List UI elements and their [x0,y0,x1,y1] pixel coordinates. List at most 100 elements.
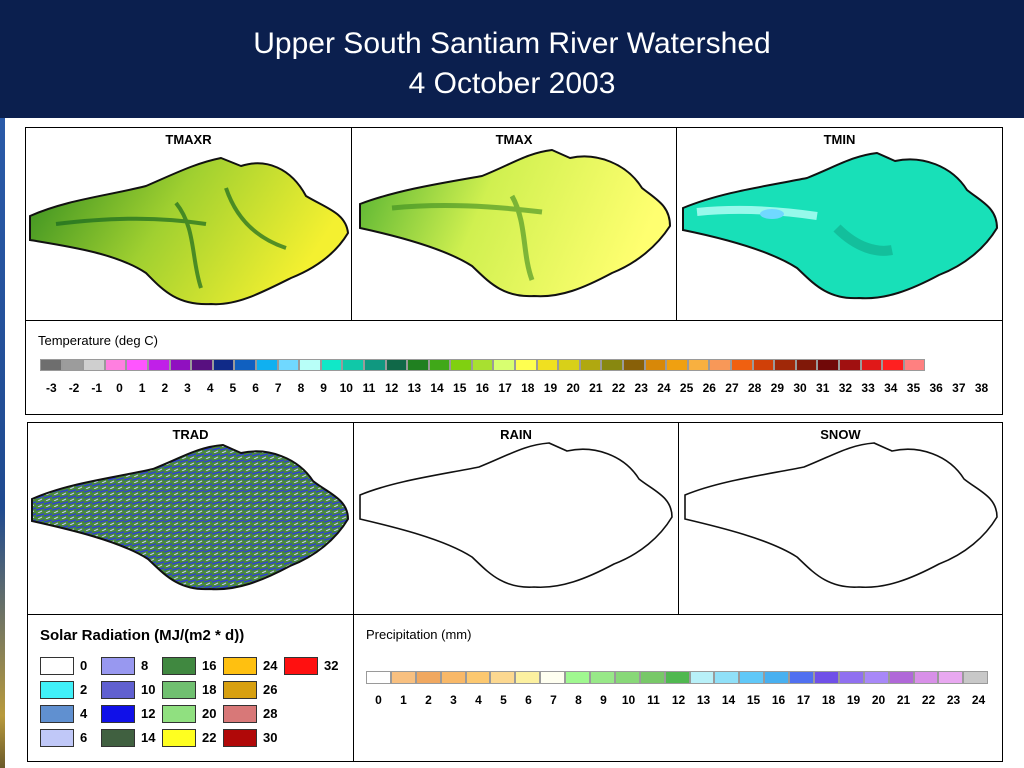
temperature-swatch [579,359,602,371]
solar-swatch [223,681,257,699]
precipitation-label: 3 [450,693,457,707]
precipitation-swatch [565,671,591,684]
precipitation-label: 13 [696,693,711,707]
temperature-swatch [731,359,753,371]
solar-swatch [162,705,196,723]
temperature-label: 26 [702,381,716,395]
temperature-swatch [407,359,429,371]
precipitation-swatch [664,671,690,684]
temperature-label: 8 [297,381,305,395]
precipitation-color-scale [366,671,989,684]
precipitation-label: 0 [375,693,382,707]
temperature-swatch [104,359,127,371]
solar-swatch [162,681,196,699]
temperature-swatch [277,359,300,371]
precipitation-swatch [838,671,864,684]
temperature-label: 29 [770,381,785,395]
precipitation-label: 17 [796,693,811,707]
temperature-swatch [838,359,861,371]
solar-label: 20 [202,706,217,721]
temperature-label: 32 [838,381,853,395]
temperature-swatch [536,359,559,371]
temperature-swatch [493,359,516,371]
temperature-label: 27 [725,381,739,395]
solar-swatch [162,657,196,675]
temperature-label: 38 [974,381,989,395]
precipitation-label: 15 [746,693,761,707]
precipitation-label: 20 [871,693,886,707]
temperature-label: 16 [475,381,490,395]
solar-swatch [162,729,196,747]
solar-label: 22 [202,730,217,745]
watershed-map-trad [31,443,350,591]
temperature-label: 31 [816,381,830,395]
precipitation-label: 14 [721,693,736,707]
precipitation-swatch [963,671,989,684]
page-subtitle: 4 October 2003 [408,67,616,100]
temperature-label: 11 [362,381,376,395]
temperature-label: 6 [252,381,259,395]
map-title: SNOW [820,427,861,442]
watershed-map-snow [684,442,998,589]
map-panel-tmax: TMAX [351,127,677,322]
temperature-label: 5 [229,381,237,395]
precipitation-swatch [614,671,640,684]
temperature-swatch [687,359,710,371]
temperature-label: 12 [384,381,399,395]
temperature-label: 28 [747,381,762,395]
map-title: TRAD [172,427,209,442]
temperature-swatch [817,359,839,371]
precipitation-label: 23 [946,693,961,707]
temperature-label: 14 [430,381,444,395]
precipitation-swatch [689,671,715,684]
temperature-swatch [601,359,624,371]
solar-label: 16 [202,658,217,673]
map-panel-snow: SNOW [678,422,1003,615]
temperature-label: -1 [91,381,103,395]
temperature-label: 24 [657,381,671,395]
solar-label: 18 [202,682,217,697]
precipitation-swatch [888,671,914,684]
temperature-swatch [709,359,731,371]
precipitation-label: 8 [575,693,582,707]
precipitation-label: 1 [400,693,407,707]
precipitation-swatch [639,671,665,684]
precipitation-swatch [764,671,790,684]
solar-swatch [40,657,74,675]
precipitation-label: 11 [647,693,660,707]
solar-swatch [223,657,257,675]
temperature-swatch [61,359,84,371]
temperature-label: 33 [861,381,875,395]
solar-label: 12 [141,706,156,721]
precipitation-swatch [863,671,889,684]
temperature-label: 17 [498,381,512,395]
temperature-swatch [795,359,818,371]
precipitation-label: 16 [771,693,786,707]
precipitation-label: 10 [621,693,636,707]
temperature-swatch [752,359,775,371]
temperature-label: -2 [68,381,80,395]
precipitation-swatch [515,671,541,684]
temperature-label: 4 [206,381,214,395]
temperature-label: 37 [952,381,966,395]
solar-label: 4 [80,706,88,721]
precipitation-scale-labels: 0 1 2 3 4 5 6 7 8 9 10 11 12 13 14 15 16 17 18 19 20 21 22 23 24 [366,693,991,707]
precipitation-label: 18 [821,693,836,707]
precipitation-label: 24 [971,693,986,707]
precipitation-label: 21 [896,693,911,707]
precipitation-swatch [440,671,466,684]
temperature-legend: Temperature (deg C) -3 -2 -1 0 1 2 3 4 5 6 7 8 9 10 11… [25,320,1003,415]
temperature-label: 36 [929,381,943,395]
temperature-label: 10 [339,381,353,395]
precipitation-swatch [590,671,615,684]
temperature-swatch [515,359,537,371]
slide-edge-decoration [0,118,5,768]
temperature-swatch [450,359,472,371]
precipitation-swatch [814,671,839,684]
solar-swatch [40,681,74,699]
map-panel-tmaxr: TMAXR [25,127,352,322]
temperature-swatch [471,359,494,371]
watershed-map-rain [359,442,673,589]
temperature-swatch [255,359,278,371]
page-title: Upper South Santiam River Watershed [253,27,771,60]
